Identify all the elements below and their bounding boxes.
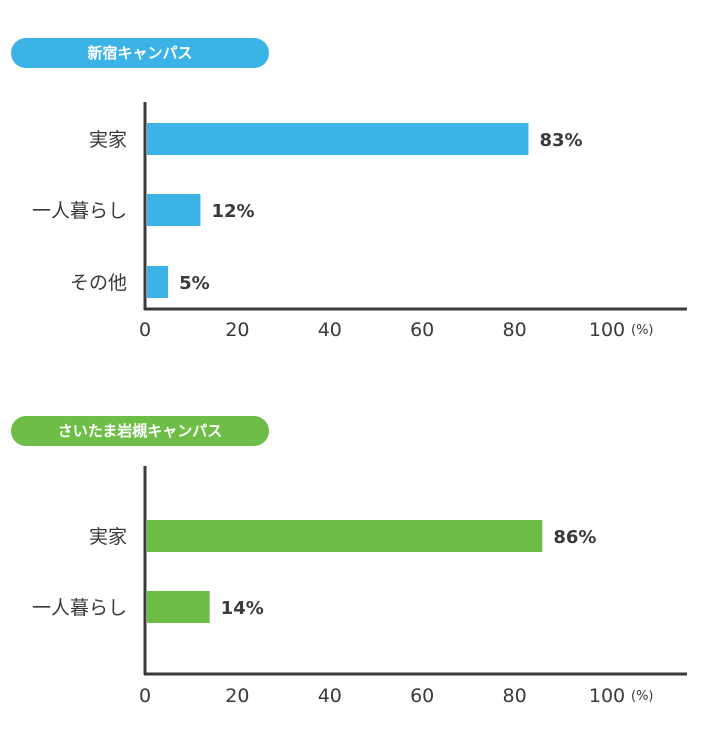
x-tick-label: 80 [503, 319, 527, 341]
x-tick-label: 20 [225, 319, 249, 341]
data-label: 12% [211, 201, 254, 222]
category-label: 実家 [89, 129, 127, 151]
bar-1-1 [147, 591, 210, 623]
unit-label: (%) [631, 689, 654, 704]
bar-0-2 [147, 266, 169, 298]
x-tick-label: 100 [589, 685, 625, 707]
bar-0-1 [147, 194, 201, 226]
chart-title-shinjuku: 新宿キャンパス [11, 38, 269, 68]
x-tick-label: 0 [139, 319, 151, 341]
category-label: 一人暮らし [32, 597, 127, 619]
x-tick-label: 20 [225, 685, 249, 707]
x-tick-label: 60 [410, 685, 434, 707]
data-label: 86% [553, 527, 596, 548]
category-label: その他 [70, 272, 127, 294]
bar-1-0 [147, 520, 543, 552]
x-tick-label: 60 [410, 319, 434, 341]
x-tick-label: 40 [318, 319, 342, 341]
category-label: 実家 [89, 526, 127, 548]
x-tick-label: 0 [139, 685, 151, 707]
data-label: 5% [179, 273, 210, 294]
data-label: 14% [221, 598, 264, 619]
x-tick-label: 100 [589, 319, 625, 341]
bar-0-0 [147, 123, 529, 155]
data-label: 83% [539, 130, 582, 151]
chart-title-iwatsuki: さいたま岩槻キャンパス [11, 416, 269, 446]
category-label: 一人暮らし [32, 200, 127, 222]
x-tick-label: 80 [503, 685, 527, 707]
x-tick-label: 40 [318, 685, 342, 707]
unit-label: (%) [631, 323, 654, 338]
